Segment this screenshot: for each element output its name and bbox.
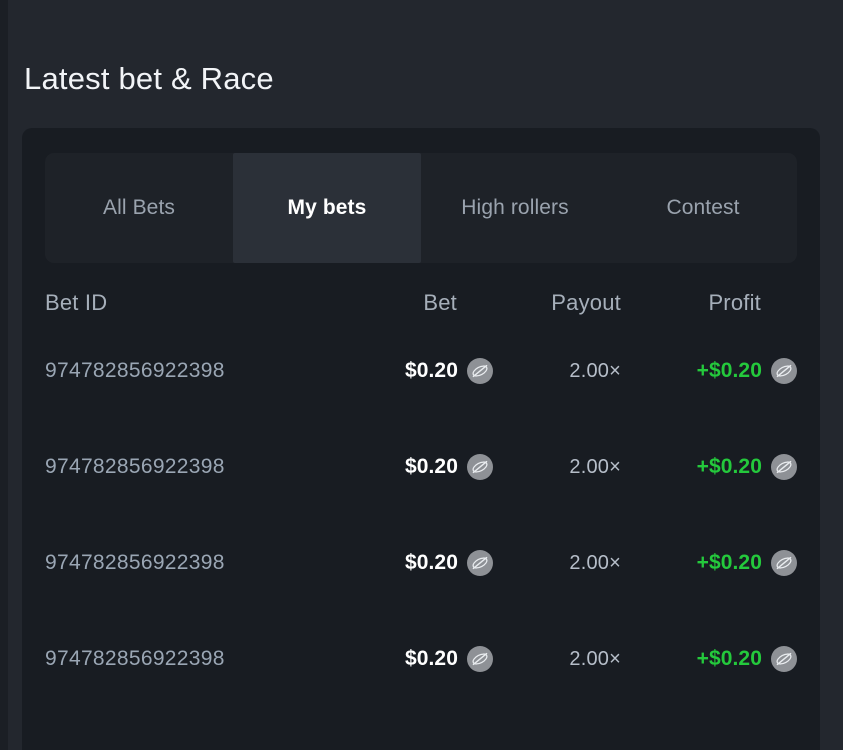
payout-value: 2.00× [569,455,621,478]
table-row[interactable]: 974782856922398 $0.20 2.00× +$0.20 [22,611,820,707]
bet-id-value: 974782856922398 [45,359,225,382]
profit-value: +$0.20 [696,647,762,670]
bet-amount-value: $0.20 [404,455,458,478]
stellar-coin-icon [771,646,797,672]
tab-all-bets[interactable]: All Bets [45,153,233,263]
stellar-coin-icon [467,646,493,672]
payout-value: 2.00× [569,359,621,382]
bet-id-value: 974782856922398 [45,647,225,670]
table-body: 974782856922398 $0.20 2.00× +$0.20 974782856… [22,323,820,707]
stellar-coin-icon [771,358,797,384]
page-title: Latest bet & Race [24,61,274,96]
payout-value: 2.00× [569,647,621,670]
table-row[interactable]: 974782856922398 $0.20 2.00× +$0.20 [22,515,820,611]
column-header-payout: Payout [551,290,621,315]
table-row[interactable]: 974782856922398 $0.20 2.00× +$0.20 [22,323,820,419]
latest-bets-panel: All Bets My bets High rollers Contest Bet I… [22,128,820,750]
table-header-row: Bet ID Bet Payout Profit [22,283,820,323]
table-row[interactable]: 974782856922398 $0.20 2.00× +$0.20 [22,419,820,515]
tab-my-bets[interactable]: My bets [233,153,421,263]
stellar-coin-icon [771,550,797,576]
bet-id-value: 974782856922398 [45,455,225,478]
payout-value: 2.00× [569,551,621,574]
tab-high-rollers[interactable]: High rollers [421,153,609,263]
left-edge-strip [0,0,8,750]
bet-feed-tabbar: All Bets My bets High rollers Contest [45,153,797,263]
column-header-profit: Profit [708,290,761,315]
bet-id-value: 974782856922398 [45,551,225,574]
profit-value: +$0.20 [696,455,762,478]
stellar-coin-icon [467,550,493,576]
column-header-bet-id: Bet ID [45,290,108,315]
profit-value: +$0.20 [696,359,762,382]
stellar-coin-icon [467,358,493,384]
tab-contest[interactable]: Contest [609,153,797,263]
column-header-bet: Bet [423,290,457,315]
stellar-coin-icon [771,454,797,480]
bet-amount-value: $0.20 [404,647,458,670]
profit-value: +$0.20 [696,551,762,574]
bets-table: Bet ID Bet Payout Profit 974782856922398… [22,283,820,707]
stellar-coin-icon [467,454,493,480]
bet-amount-value: $0.20 [404,551,458,574]
bet-amount-value: $0.20 [404,359,458,382]
